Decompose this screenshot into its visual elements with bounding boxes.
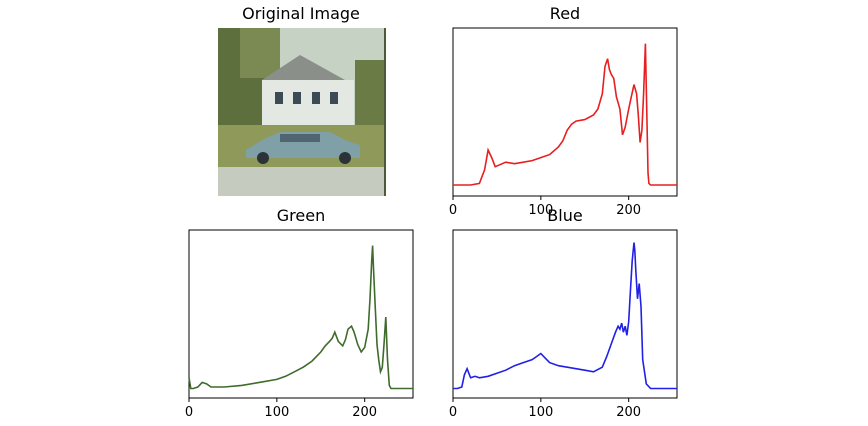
original-image-title: Original Image	[242, 4, 360, 23]
blue-histogram-title: Blue	[547, 206, 582, 225]
x-tick-label: 0	[449, 203, 457, 218]
house-with-car-photo-icon	[218, 28, 386, 196]
green-x-axis: 0 100 200	[185, 398, 377, 420]
green-histogram-title: Green	[277, 206, 325, 225]
red-x-axis: 0 100 200	[449, 196, 641, 218]
green-series-line	[188, 245, 413, 390]
green-plot-frame	[188, 229, 414, 399]
x-tick-label: 0	[185, 405, 193, 420]
blue-series-line	[453, 242, 677, 390]
red-histogram-title: Red	[550, 4, 580, 23]
blue-plot-frame	[452, 229, 678, 399]
x-tick-label: 200	[616, 405, 641, 420]
red-histogram-panel: Red 0 100 200	[449, 4, 678, 218]
blue-x-axis: 0 100 200	[449, 398, 641, 420]
blue-histogram-panel: Blue 0 100 200	[449, 206, 678, 420]
red-series-line	[453, 43, 677, 186]
x-tick-label: 100	[528, 203, 553, 218]
x-tick-label: 200	[352, 405, 377, 420]
x-tick-label: 100	[264, 405, 289, 420]
red-plot-frame	[452, 27, 678, 197]
original-image-panel: Original Image	[218, 4, 386, 196]
x-tick-label: 0	[449, 405, 457, 420]
x-tick-label: 100	[528, 405, 553, 420]
green-histogram-panel: Green 0 100 200	[185, 206, 414, 420]
x-tick-label: 200	[616, 203, 641, 218]
